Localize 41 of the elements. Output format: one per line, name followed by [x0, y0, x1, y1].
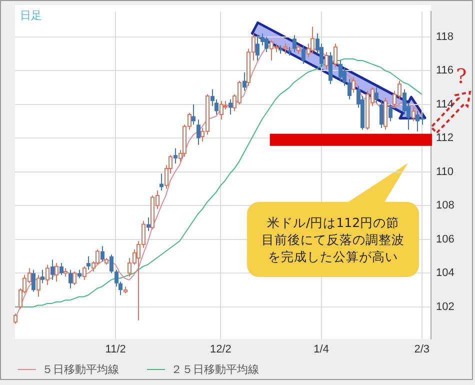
candlestick	[264, 36, 268, 53]
x-tick-label: 12/2	[210, 344, 232, 356]
y-tick-label: 112	[436, 132, 454, 144]
candlestick	[192, 104, 196, 126]
candlestick	[146, 216, 150, 232]
candlestick	[302, 44, 306, 64]
x-tick-label: 11/2	[105, 344, 126, 356]
candlestick	[380, 100, 384, 129]
y-tick-label: 118	[436, 30, 454, 43]
candlestick	[60, 262, 64, 276]
candlestick	[160, 173, 164, 191]
candlestick	[292, 34, 296, 53]
y-tick-label: 114	[436, 98, 454, 110]
legend-label: ５日移動平均線	[42, 362, 119, 377]
candlestick	[196, 119, 200, 146]
candlestick	[174, 148, 178, 164]
y-tick-label: 102	[436, 300, 454, 313]
candlestick	[374, 87, 378, 104]
candlestick	[32, 269, 36, 292]
candlestick	[40, 269, 44, 284]
y-tick-label: 104	[436, 267, 454, 280]
y-tick-label: 116	[436, 64, 454, 77]
legend-label: ２５日移動平均線	[171, 362, 259, 377]
annotation: 米ドル/円は112円の節目前後にて反落の調整波を完成した公算が高い	[260, 214, 406, 265]
x-tick-label: 1/4	[314, 344, 329, 356]
x-tick-label: 2/3	[414, 344, 430, 356]
candlestick	[50, 259, 54, 280]
candlestick	[348, 78, 352, 100]
annotation: 日足	[20, 8, 42, 23]
candlestick	[100, 246, 104, 262]
candlestick	[68, 269, 72, 289]
candlestick	[242, 72, 246, 92]
candlestick	[86, 256, 90, 270]
text: ?	[456, 64, 467, 88]
y-tick-label: 106	[436, 233, 454, 246]
y-tick-label: 110	[436, 166, 454, 178]
candlestick	[228, 98, 232, 116]
candlestick	[110, 254, 114, 274]
y-tick-label: 108	[436, 200, 454, 212]
candlestick	[256, 34, 260, 62]
candlestick	[388, 104, 392, 122]
